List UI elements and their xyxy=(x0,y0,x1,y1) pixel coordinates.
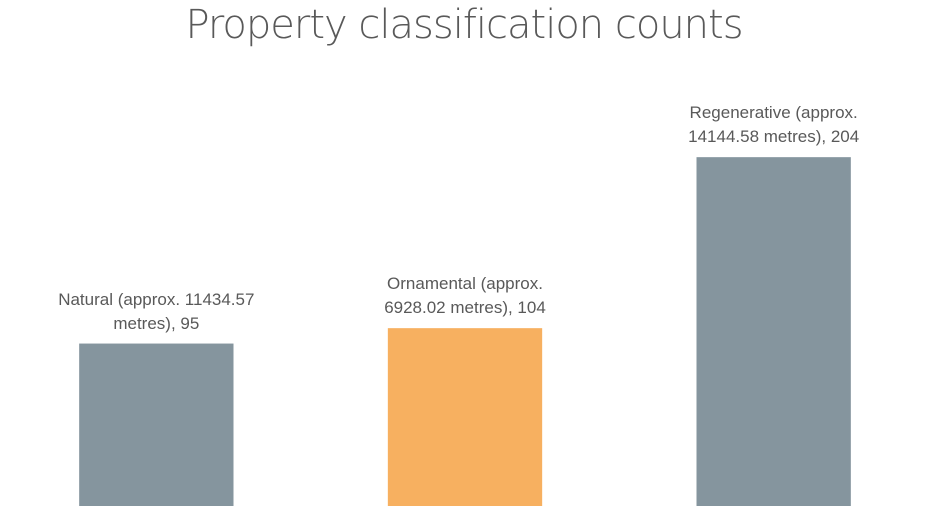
bar xyxy=(79,343,234,506)
bar xyxy=(696,157,851,506)
chart-title: Property classification counts xyxy=(185,2,743,48)
data-label: Regenerative (approx. 14144.58 metres), … xyxy=(688,103,860,147)
data-label: Natural (approx. 11434.57 metres), 95 xyxy=(58,289,255,333)
data-label: Ornamental (approx. 6928.02 metres), 104 xyxy=(384,274,546,318)
bar xyxy=(387,328,543,506)
